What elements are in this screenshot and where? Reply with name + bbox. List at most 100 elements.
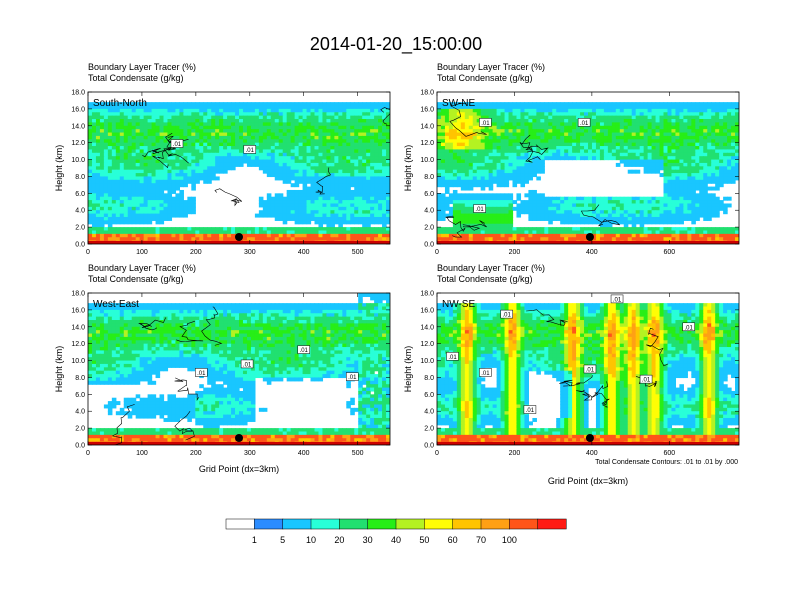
colorbar-label: 60 [448,535,458,545]
contour-label: .01 [475,207,484,213]
panel-field: .01 .01 .01 .01 [88,293,390,445]
panel-subtitle-line2: Total Condensate (g/kg) [437,274,533,284]
y-tick-label: 2.0 [424,426,434,433]
y-tick-label: 4.0 [75,409,85,416]
y-tick-label: 10.0 [71,358,85,365]
colorbar-label: 40 [391,535,401,545]
y-tick-label: 4.0 [424,208,434,215]
x-tick-label: 200 [509,249,521,256]
panel-south-north: Boundary Layer Tracer (%)Total Condensat… [54,62,391,256]
panel-label: NW-SE [442,299,475,310]
y-axis-label: Height (km) [403,346,413,393]
colorbar-label: 100 [502,535,517,545]
y-tick-label: 16.0 [71,106,85,113]
y-tick-label: 6.0 [424,392,434,399]
contour-label: .01 [246,148,255,154]
location-marker [585,233,594,241]
contour-label: .01 [197,371,206,377]
y-tick-label: 12.0 [420,341,434,348]
y-tick-label: 8.0 [424,174,434,181]
y-tick-label: 18.0 [71,90,85,97]
colorbar-label: 70 [476,535,486,545]
y-axis-label: Height (km) [54,145,64,192]
y-tick-label: 0.0 [424,443,434,450]
x-tick-label: 300 [244,249,256,256]
y-tick-label: 0.0 [75,443,85,450]
contour-label: .01 [642,378,651,384]
y-tick-label: 12.0 [71,341,85,348]
y-tick-label: 8.0 [75,375,85,382]
x-tick-label: 0 [86,249,90,256]
panel-subtitle-line1: Boundary Layer Tracer (%) [437,263,545,273]
contour-label: .01 [481,371,490,377]
panel-frame [87,292,391,446]
colorbar-swatch [225,518,255,530]
panel-label: SW-NE [442,98,475,109]
y-tick-label: 10.0 [420,358,434,365]
location-marker [235,233,243,241]
panel-subtitle-line1: Boundary Layer Tracer (%) [88,62,196,72]
x-tick-label: 600 [663,450,675,457]
y-tick-label: 6.0 [424,191,434,198]
contour-label: .01 [586,368,595,374]
contour-label-box [577,118,591,127]
y-tick-label: 6.0 [75,191,85,198]
x-tick-label: 200 [190,450,202,457]
y-tick-label: 2.0 [75,225,85,232]
y-tick-label: 0.0 [75,242,85,249]
panel-subtitle-line2: Total Condensate (g/kg) [88,73,184,83]
location-marker [585,434,594,442]
x-tick-label: 200 [190,249,202,256]
y-tick-label: 6.0 [75,392,85,399]
y-tick-label: 10.0 [71,157,85,164]
panel-label: South-North [93,98,147,109]
x-tick-label: 400 [586,249,598,256]
colorbar-swatch [254,518,284,530]
contour-label: .01 [613,297,622,303]
contour-label: .01 [481,121,490,127]
y-tick-label: 10.0 [420,157,434,164]
contour-label-box [523,405,537,414]
contour-label: .01 [173,142,182,148]
contour-label: .01 [348,375,357,381]
y-tick-label: 4.0 [75,208,85,215]
contour-label-box [195,368,208,377]
colorbar-swatch [367,518,397,530]
y-tick-label: 18.0 [420,90,434,97]
contour-label-box [479,118,492,127]
x-tick-label: 100 [136,249,148,256]
x-tick-label: 400 [298,450,310,457]
contour-label-box [639,374,653,384]
colorbar-label: 20 [334,535,344,545]
panel-subtitle-line1: Boundary Layer Tracer (%) [88,263,196,273]
panel-subtitle-line1: Boundary Layer Tracer (%) [437,62,545,72]
x-axis-label: Grid Point (dx=3km) [199,464,279,474]
contour-label-box [610,294,624,304]
colorbar-label: 50 [419,535,429,545]
y-tick-label: 4.0 [424,409,434,416]
x-tick-label: 0 [435,249,439,256]
colorbar-swatch [452,518,482,530]
y-axis-label: Height (km) [54,346,64,393]
colorbar-swatch [282,518,312,530]
colorbar-swatch [480,518,510,530]
x-tick-label: 600 [663,249,675,256]
panel-frame [87,91,391,245]
contour-label-box [473,204,486,213]
panel-field: .01 .01 [88,92,390,244]
colorbar-swatch [537,518,567,530]
panel-field: .01 .01 .01 .01 .01 .01 .01 .01 [437,293,739,445]
y-tick-label: 18.0 [71,291,85,298]
x-tick-label: 0 [86,450,90,457]
colorbar-swatch [509,518,539,530]
contour-label-box [170,139,184,148]
panel-nw-se: Boundary Layer Tracer (%)Total Condensat… [403,263,740,486]
y-tick-label: 0.0 [424,242,434,249]
y-tick-label: 2.0 [424,225,434,232]
contour-label-box [479,368,492,377]
y-tick-label: 16.0 [71,307,85,314]
panels: Boundary Layer Tracer (%)Total Condensat… [54,62,740,486]
contour-label: .01 [684,325,693,331]
colorbar-swatch [339,518,369,530]
